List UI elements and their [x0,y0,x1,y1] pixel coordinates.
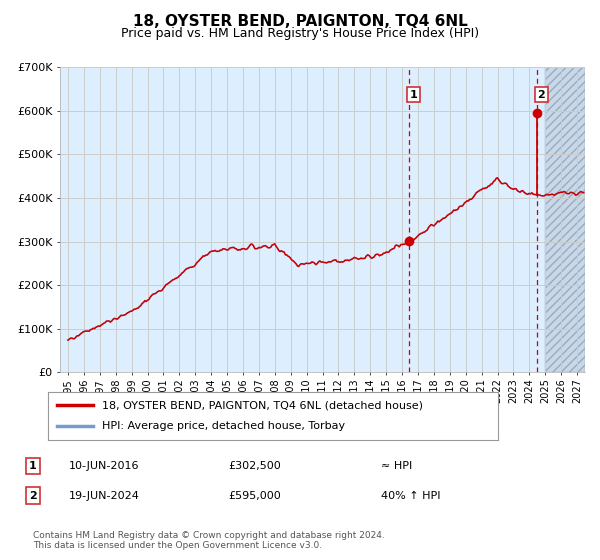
Text: Contains HM Land Registry data © Crown copyright and database right 2024.
This d: Contains HM Land Registry data © Crown c… [33,530,385,550]
Text: 1: 1 [29,461,37,471]
Text: £595,000: £595,000 [228,491,281,501]
Bar [545,67,585,372]
Text: ≈ HPI: ≈ HPI [381,461,412,471]
Text: 1: 1 [410,90,418,100]
Text: 40% ↑ HPI: 40% ↑ HPI [381,491,440,501]
Text: 10-JUN-2016: 10-JUN-2016 [69,461,139,471]
Text: 2: 2 [29,491,37,501]
Text: Price paid vs. HM Land Registry's House Price Index (HPI): Price paid vs. HM Land Registry's House … [121,27,479,40]
Text: 2: 2 [538,90,545,100]
Text: 18, OYSTER BEND, PAIGNTON, TQ4 6NL (detached house): 18, OYSTER BEND, PAIGNTON, TQ4 6NL (deta… [102,400,423,410]
Bar [545,67,585,372]
Text: £302,500: £302,500 [228,461,281,471]
Text: 19-JUN-2024: 19-JUN-2024 [69,491,140,501]
Text: HPI: Average price, detached house, Torbay: HPI: Average price, detached house, Torb… [102,421,345,431]
Text: 18, OYSTER BEND, PAIGNTON, TQ4 6NL: 18, OYSTER BEND, PAIGNTON, TQ4 6NL [133,14,467,29]
